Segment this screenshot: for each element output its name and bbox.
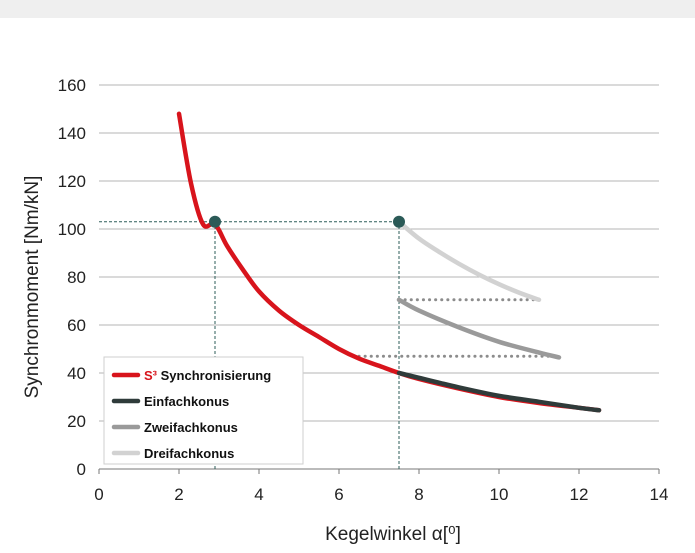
y-tick-label: 0	[77, 460, 86, 479]
y-tick-label: 20	[67, 412, 86, 431]
x-tick-label: 2	[174, 485, 183, 504]
x-tick-label: 6	[334, 485, 343, 504]
legend-label: Dreifachkonus	[144, 446, 234, 461]
legend-label: Zweifachkonus	[144, 420, 238, 435]
x-tick-label: 14	[650, 485, 669, 504]
legend-label: Einfachkonus	[144, 394, 229, 409]
series-line-einfachkonus	[396, 370, 602, 413]
y-tick-label: 80	[67, 268, 86, 287]
legend-label: S³ Synchronisierung	[144, 368, 271, 383]
data-point-marker	[393, 215, 405, 228]
x-axis-title: Kegelwinkel α[⁰]	[325, 524, 461, 545]
gridlines	[98, 84, 660, 474]
x-tick-label: 12	[570, 485, 589, 504]
y-tick-label: 140	[58, 124, 86, 143]
legend: S³ Synchronisierung Einfachkonus Zweifachk…	[103, 356, 304, 465]
x-tick-label: 8	[414, 485, 423, 504]
series-line-zweifachkonus	[396, 297, 562, 360]
top-bar	[0, 0, 695, 18]
markers	[209, 215, 405, 228]
dotted-lines	[357, 298, 561, 358]
y-tick-label: 160	[58, 76, 86, 95]
y-tick-label: 60	[67, 316, 86, 335]
y-tick-label: 120	[58, 172, 86, 191]
y-tick-labels: 0 20 40 60 80 100 120 140 160	[58, 76, 86, 479]
x-tick-label: 0	[94, 485, 103, 504]
y-axis-title: Synchronmoment [Nm/kN]	[22, 176, 43, 399]
data-point-marker	[209, 215, 221, 228]
x-tick-label: 4	[254, 485, 263, 504]
y-tick-label: 100	[58, 220, 86, 239]
x-tick-label: 10	[490, 485, 509, 504]
x-tick-labels: 0 2 4 6 8 10 12 14	[94, 485, 668, 504]
series-line-dreifachkonus	[396, 219, 542, 303]
y-tick-label: 40	[67, 364, 86, 383]
